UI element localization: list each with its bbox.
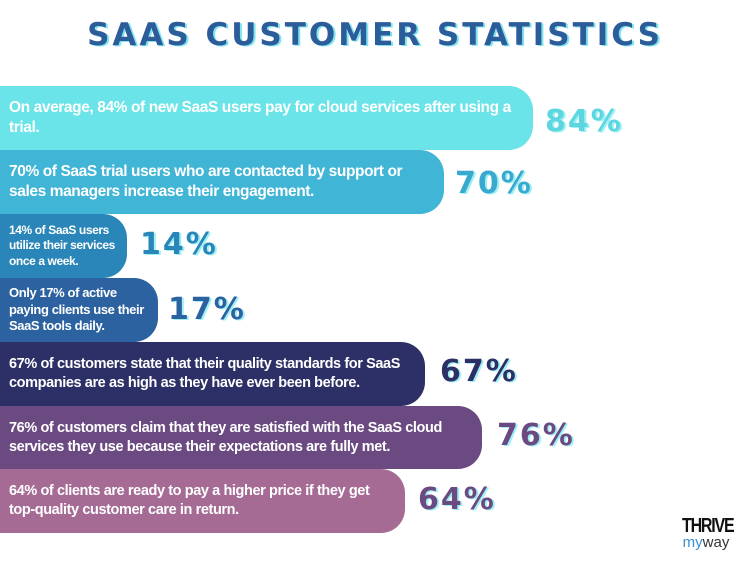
bar-value-label: 67% [440,354,518,389]
logo-line1: THRIVE [682,515,735,537]
bar-6: 64% of clients are ready to pay a higher… [0,469,405,533]
bar-text: 64% of clients are ready to pay a higher… [9,483,370,518]
bar-1: 70% of SaaS trial users who are contacte… [0,150,444,214]
bar-3: Only 17% of active paying clients use th… [0,278,158,342]
bar-value-label: 70% [455,166,533,201]
bar-4: 67% of customers state that their qualit… [0,342,425,406]
bar-text: 14% of SaaS users utilize their services… [9,222,115,268]
thrive-my-way-logo: THRIVE myway [676,516,736,550]
bar-2: 14% of SaaS users utilize their services… [0,214,127,278]
logo-way: way [702,534,730,551]
bar-text: 67% of customers state that their qualit… [9,356,400,391]
bar-text: 76% of customers claim that they are sat… [9,419,442,455]
chart-title: SAAS CUSTOMER STATISTICS [87,17,663,53]
bar-value-label: 76% [497,418,575,453]
bar-5: 76% of customers claim that they are sat… [0,406,482,469]
logo-line2: myway [676,534,736,551]
logo-my: my [682,534,703,551]
bar-text: Only 17% of active paying clients use th… [9,284,144,334]
bar-0: On average, 84% of new SaaS users pay fo… [0,86,533,150]
bar-value-label: 17% [168,292,246,327]
bar-value-label: 14% [140,227,218,262]
bar-value-label: 84% [545,104,623,139]
bar-text: 70% of SaaS trial users who are contacte… [9,162,403,200]
bar-text: On average, 84% of new SaaS users pay fo… [9,98,511,136]
bar-value-label: 64% [418,482,496,517]
